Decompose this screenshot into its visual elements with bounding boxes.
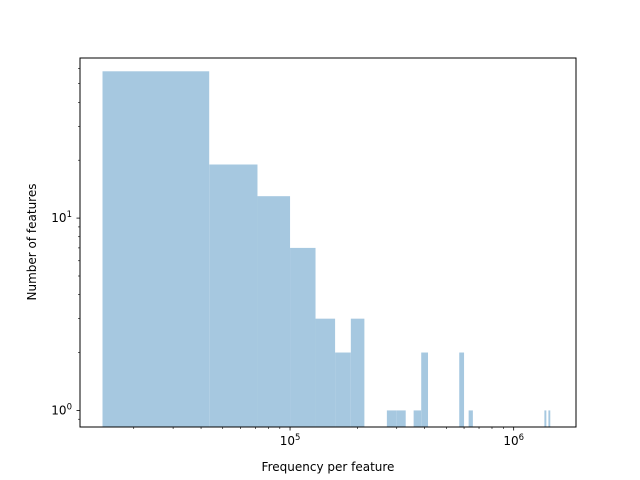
histogram-bar	[209, 164, 258, 427]
histogram-bar	[396, 410, 406, 427]
histogram-bar	[315, 318, 336, 427]
histogram-bar	[102, 71, 210, 427]
x-axis-label: Frequency per feature	[262, 460, 395, 474]
histogram-bar	[257, 196, 291, 427]
x-tick-label: 105	[280, 433, 301, 448]
histogram-bar	[386, 410, 397, 427]
x-axis-ticks: 105 106	[133, 427, 524, 448]
y-axis-label: Number of features	[25, 184, 39, 301]
histogram-bar	[548, 410, 551, 427]
y-axis-ticks: 100 101	[51, 68, 80, 420]
bars-group	[102, 71, 551, 427]
histogram-bar	[459, 352, 465, 427]
y-tick-label: 100	[51, 402, 72, 417]
histogram-bar	[413, 410, 422, 427]
plot-frame	[79, 57, 577, 428]
x-tick-label: 106	[503, 433, 524, 448]
histogram-bar	[290, 247, 316, 427]
histogram-bar	[544, 410, 547, 427]
histogram-bar	[335, 352, 351, 427]
histogram-bar	[421, 352, 429, 427]
histogram-bar	[468, 410, 473, 427]
y-tick-label: 101	[51, 210, 72, 225]
histogram-bar	[350, 318, 365, 427]
